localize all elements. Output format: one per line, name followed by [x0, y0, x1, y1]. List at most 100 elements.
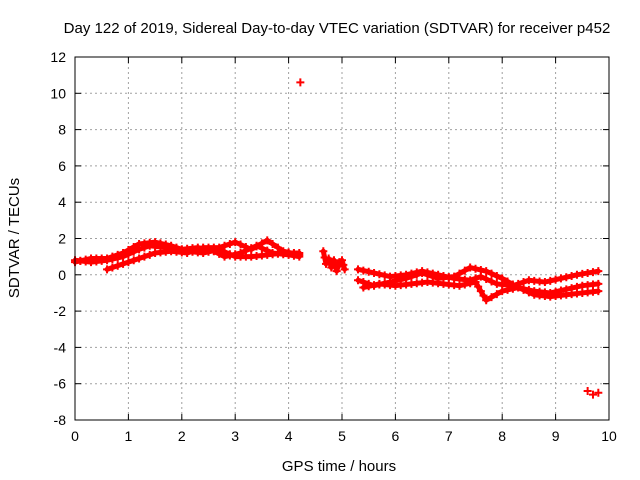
data-point: [514, 283, 523, 292]
chart-title: Day 122 of 2019, Sidereal Day-to-day VTE…: [64, 20, 611, 37]
x-tick-label: 5: [338, 428, 346, 444]
data-point: [231, 238, 240, 247]
y-tick-label: 6: [58, 158, 66, 174]
data-point: [324, 254, 333, 263]
data-point: [466, 263, 475, 272]
data-point: [156, 239, 165, 248]
x-tick-label: 8: [498, 428, 506, 444]
data-point: [103, 254, 112, 263]
y-tick-label: 2: [58, 231, 66, 247]
data-point: [247, 245, 256, 254]
series-track-d: [319, 247, 349, 276]
data-point: [364, 282, 373, 291]
data-point: [332, 267, 341, 276]
data-point: [370, 281, 379, 290]
data-point: [338, 256, 346, 265]
data-point: [108, 252, 117, 261]
data-point: [354, 276, 363, 285]
data-point: [319, 247, 328, 256]
y-tick-label: 8: [58, 122, 66, 138]
data-point: [129, 256, 138, 265]
y-axis-label: SDTVAR / TECUs: [6, 178, 23, 298]
x-tick-label: 7: [445, 428, 453, 444]
x-axis-label: GPS time / hours: [282, 458, 396, 475]
data-point: [129, 242, 138, 251]
data-point: [359, 283, 368, 292]
data-point: [482, 275, 491, 284]
data-point: [273, 243, 282, 252]
y-tick-label: 4: [58, 194, 66, 210]
data-point: [423, 270, 432, 279]
x-tick-label: 10: [601, 428, 617, 444]
y-tick-label: 10: [50, 85, 66, 101]
data-point: [161, 240, 170, 249]
data-point: [471, 278, 480, 287]
data-point: [296, 78, 305, 87]
data-point: [551, 275, 560, 284]
data-point: [354, 265, 363, 274]
data-point: [257, 239, 266, 248]
y-tick-label: -8: [54, 412, 67, 428]
data-point: [466, 279, 475, 288]
data-point: [556, 274, 565, 283]
x-tick-label: 6: [392, 428, 400, 444]
data-point: [119, 249, 128, 258]
data-point: [455, 269, 464, 278]
data-point: [145, 250, 154, 259]
data-point: [567, 272, 576, 281]
x-tick-label: 2: [178, 428, 186, 444]
data-point: [508, 284, 517, 293]
x-tick-label: 1: [125, 428, 133, 444]
data-point: [540, 278, 549, 287]
data-point: [503, 277, 512, 286]
data-point: [327, 263, 336, 272]
data-point: [492, 290, 501, 299]
data-point: [594, 279, 603, 288]
data-point: [450, 272, 459, 281]
data-point: [81, 255, 90, 264]
data-point: [193, 245, 202, 254]
grid: [75, 57, 609, 420]
data-point: [359, 266, 368, 275]
data-point: [188, 247, 197, 256]
data-point: [119, 259, 128, 268]
x-tick-label: 3: [231, 428, 239, 444]
data-point: [263, 236, 272, 245]
data-point: [380, 271, 389, 280]
data-point: [407, 272, 416, 281]
data-point: [482, 267, 491, 276]
data-point: [562, 273, 571, 282]
data-point: [108, 263, 117, 272]
y-tick-label: -4: [54, 339, 67, 355]
data-point: [594, 388, 603, 397]
y-tick-label: -6: [54, 376, 67, 392]
data-point: [588, 390, 597, 399]
data-point: [498, 274, 507, 283]
data-point: [220, 241, 229, 250]
data-point: [460, 266, 469, 275]
data-point: [487, 269, 496, 278]
data-point: [519, 285, 528, 294]
data-point: [460, 280, 469, 289]
data-point: [474, 282, 483, 291]
data-point: [76, 256, 85, 265]
data-point: [289, 249, 298, 258]
data-point: [151, 238, 160, 247]
data-point: [492, 272, 501, 281]
data-point: [340, 265, 349, 274]
y-tick-label: 12: [50, 49, 66, 65]
data-point: [140, 252, 149, 261]
data-point: [284, 248, 293, 257]
data-point: [268, 239, 277, 248]
data-point: [124, 258, 133, 267]
y-tick-label: 0: [58, 267, 66, 283]
series-track-c: [103, 236, 304, 274]
x-tick-label: 4: [285, 428, 293, 444]
data-layer: [71, 78, 603, 399]
data-point: [375, 270, 384, 279]
data-point: [482, 296, 491, 305]
y-tick-label: -2: [54, 303, 67, 319]
data-point: [124, 245, 133, 254]
data-point: [412, 270, 421, 279]
data-point: [455, 281, 464, 290]
